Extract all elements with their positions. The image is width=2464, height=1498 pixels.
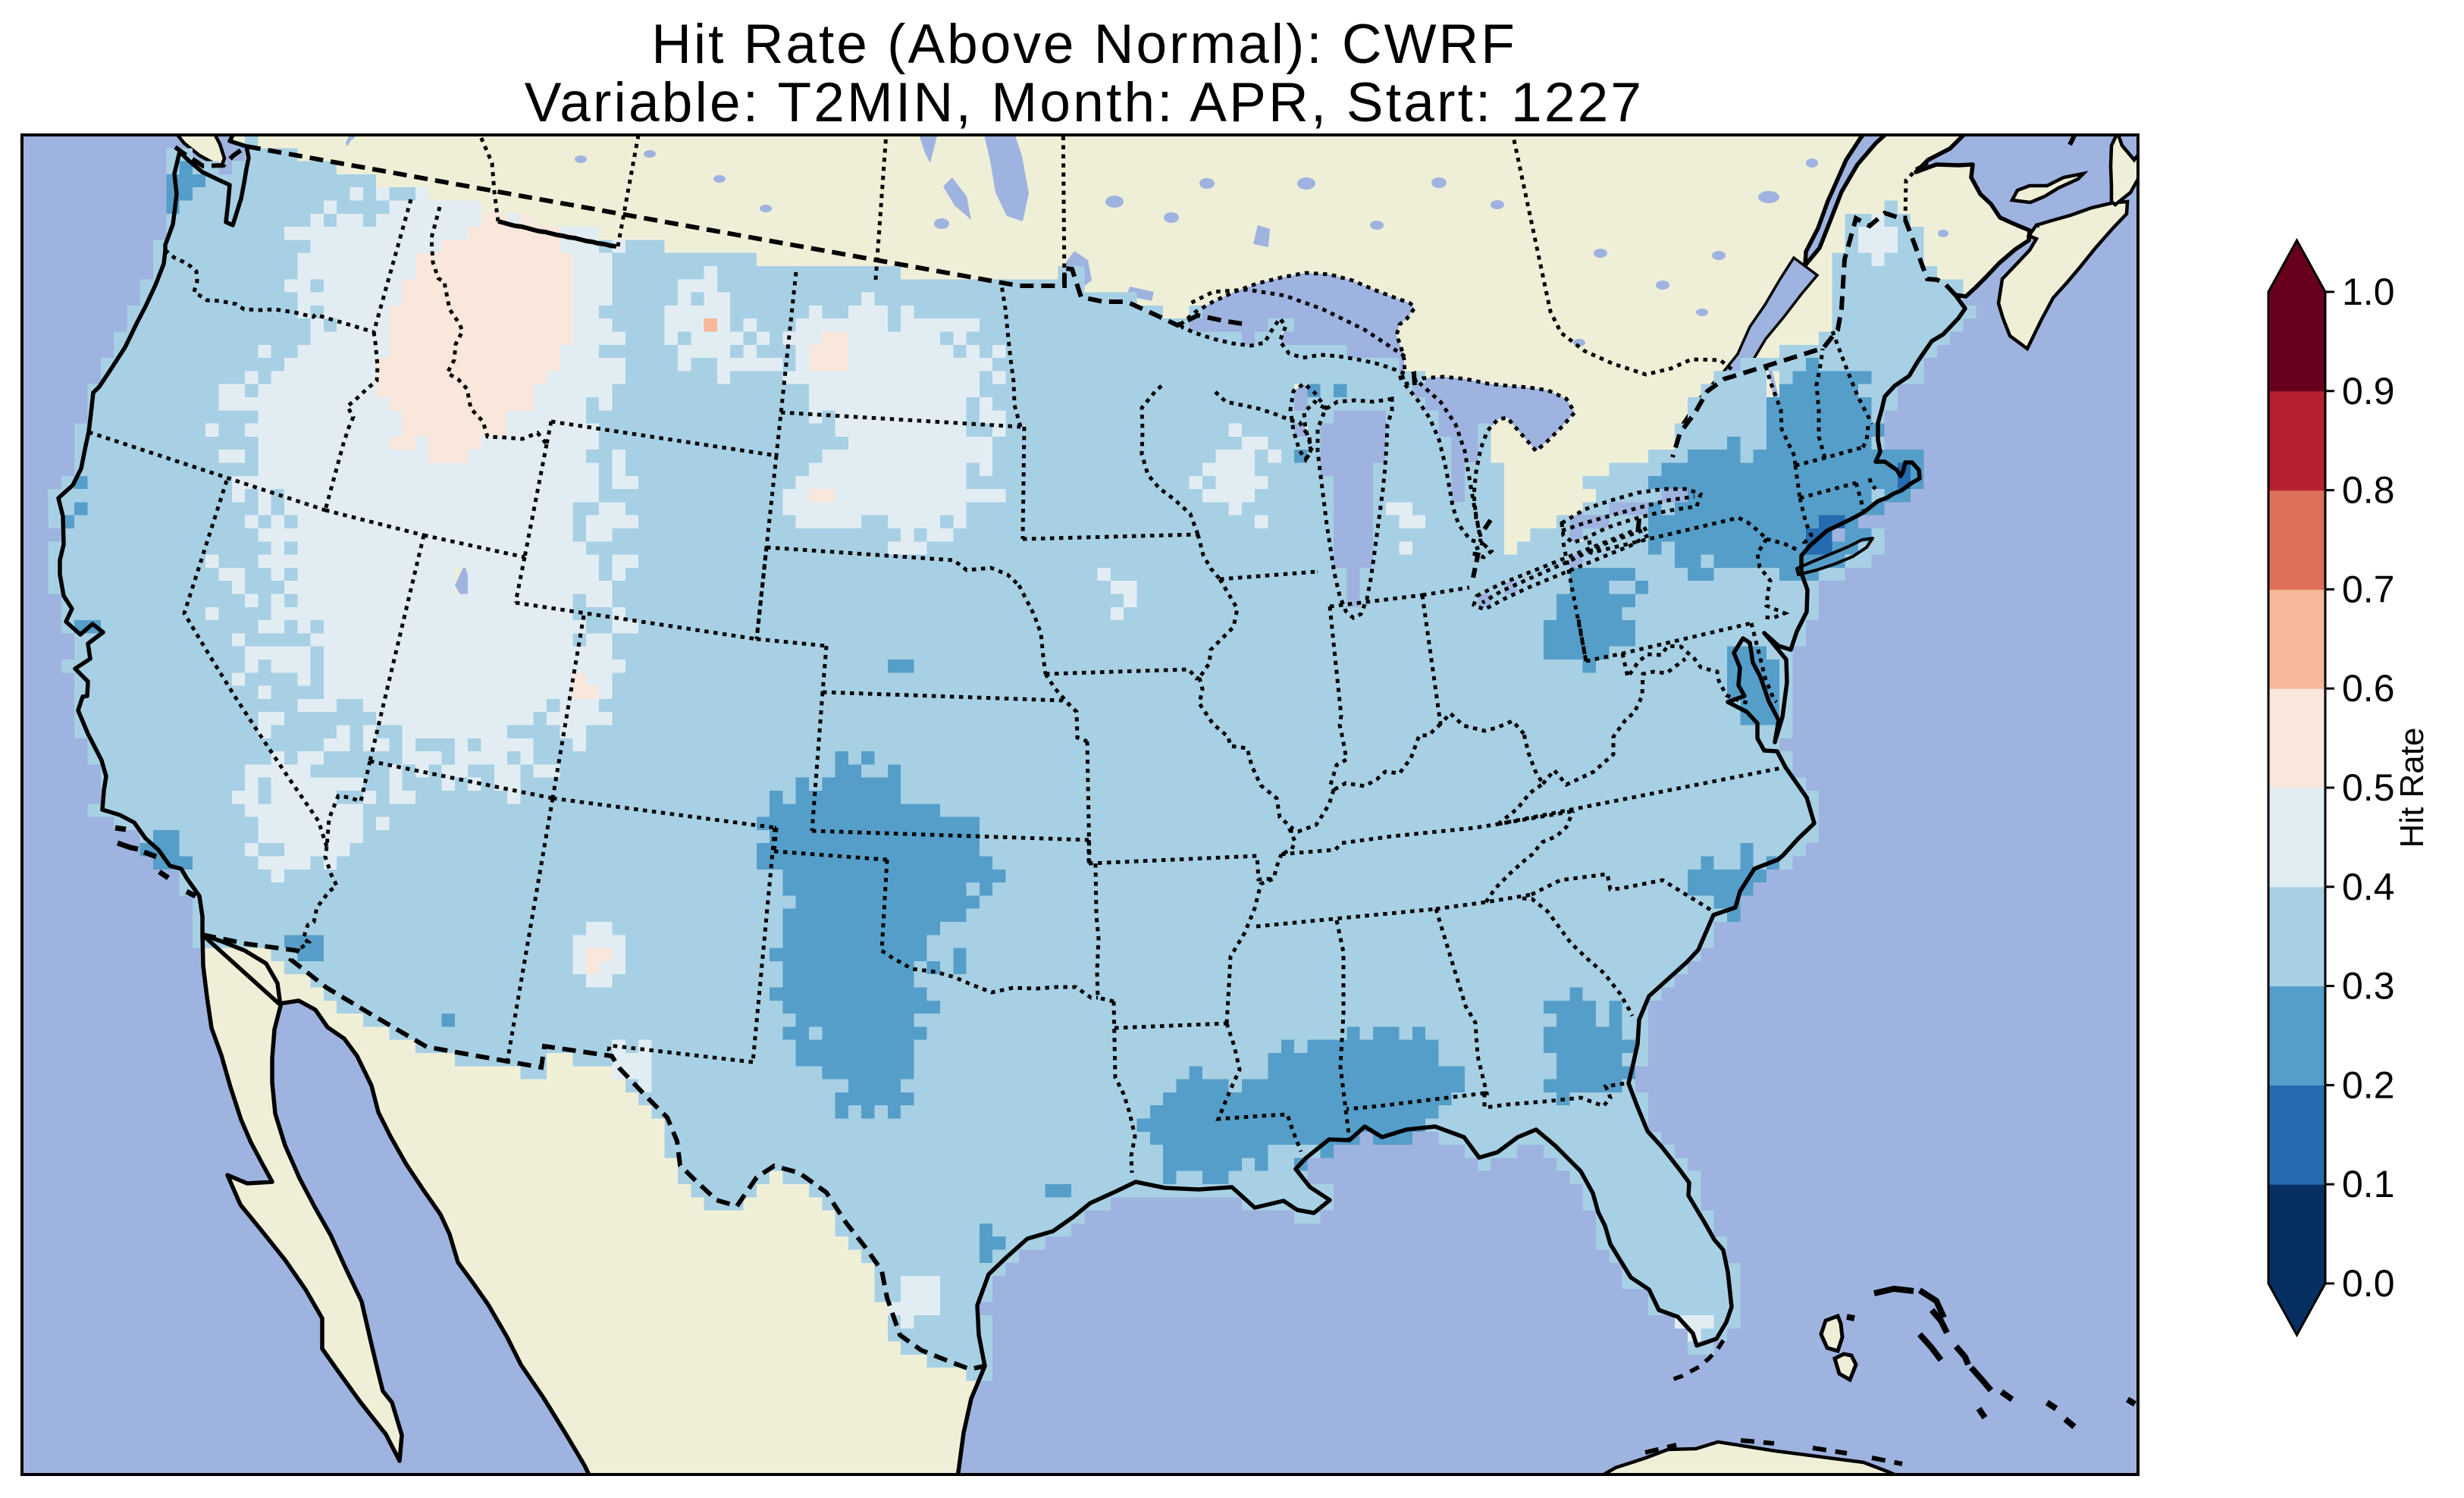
svg-text:0.2: 0.2 — [2342, 1064, 2395, 1106]
svg-text:0.8: 0.8 — [2342, 469, 2395, 512]
svg-text:0.1: 0.1 — [2342, 1163, 2395, 1205]
svg-text:0.5: 0.5 — [2342, 766, 2395, 809]
svg-text:0.9: 0.9 — [2342, 370, 2395, 412]
svg-text:0.6: 0.6 — [2342, 667, 2395, 710]
svg-text:Hit Rate: Hit Rate — [2393, 728, 2431, 848]
svg-text:0.0: 0.0 — [2342, 1262, 2395, 1305]
svg-text:0.7: 0.7 — [2342, 568, 2395, 610]
svg-text:Hit Rate (Above Normal): CWRF: Hit Rate (Above Normal): CWRF — [651, 14, 1517, 75]
svg-text:0.3: 0.3 — [2342, 965, 2395, 1008]
svg-text:0.4: 0.4 — [2342, 866, 2395, 908]
svg-text:1.0: 1.0 — [2342, 271, 2395, 313]
svg-text:Variable: T2MIN, Month: APR, S: Variable: T2MIN, Month: APR, Start: 1227 — [525, 72, 1644, 133]
